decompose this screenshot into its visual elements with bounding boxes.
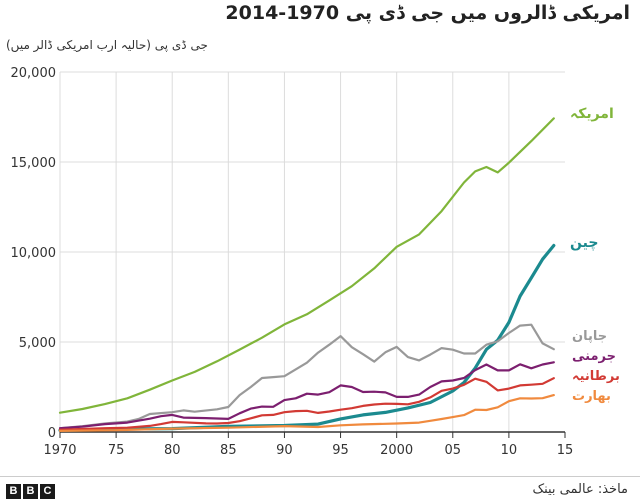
series-labels: امریکہ چین جاپان جرمنی برطانیہ بھارت — [570, 106, 620, 404]
series-line — [58, 394, 555, 432]
x-tick-label: 15 — [557, 443, 574, 458]
series-line — [58, 377, 555, 431]
y-tick-label: 10,000 — [11, 246, 57, 261]
bbc-logo-block: B — [23, 484, 38, 499]
series-lines — [58, 117, 556, 432]
x-tick-label: 1970 — [43, 443, 76, 458]
series-label: جرمنی — [572, 349, 616, 364]
x-tick-label: 05 — [445, 443, 462, 458]
gridlines — [59, 71, 566, 438]
series-line — [58, 243, 556, 432]
bbc-logo-block: B — [6, 484, 21, 499]
x-tick-label: 95 — [332, 443, 349, 458]
y-tick-label: 20,000 — [11, 66, 57, 81]
gdp-line-chart: 0 5,000 10,000 15,000 20,000 1970 75 80 85 90 95 2… — [11, 66, 620, 458]
x-tick-label: 10 — [501, 443, 518, 458]
x-tick-label: 90 — [276, 443, 293, 458]
series-line — [58, 323, 555, 430]
series-line — [58, 361, 555, 430]
chart-title: امریکی ڈالروں میں جی ڈی پی 1970-2014 — [225, 2, 630, 24]
series-label: جاپان — [572, 329, 607, 344]
series-line — [58, 117, 555, 414]
series-label: برطانیہ — [572, 369, 620, 384]
y-axis-tick-labels: 0 5,000 10,000 15,000 20,000 — [11, 66, 57, 441]
footer-divider — [0, 476, 640, 477]
bbc-logo: B B C — [6, 484, 55, 499]
y-tick-label: 0 — [48, 426, 56, 441]
source-note: ماخذ: عالمی بینک — [532, 482, 628, 497]
x-axis-tick-labels: 1970 75 80 85 90 95 2000 05 10 15 — [43, 443, 573, 458]
y-tick-label: 5,000 — [19, 336, 56, 351]
y-axis-title: جی ڈی پی (حالیہ ارب امریکی ڈالر میں) — [6, 38, 208, 52]
series-label: امریکہ — [570, 106, 614, 122]
bbc-logo-block: C — [40, 484, 55, 499]
series-label: بھارت — [572, 389, 611, 404]
x-tick-label: 80 — [164, 443, 181, 458]
x-tick-label: 75 — [108, 443, 125, 458]
x-tick-label: 2000 — [380, 443, 413, 458]
x-tick-label: 85 — [220, 443, 237, 458]
y-tick-label: 15,000 — [11, 156, 57, 171]
series-label: چین — [570, 235, 598, 251]
